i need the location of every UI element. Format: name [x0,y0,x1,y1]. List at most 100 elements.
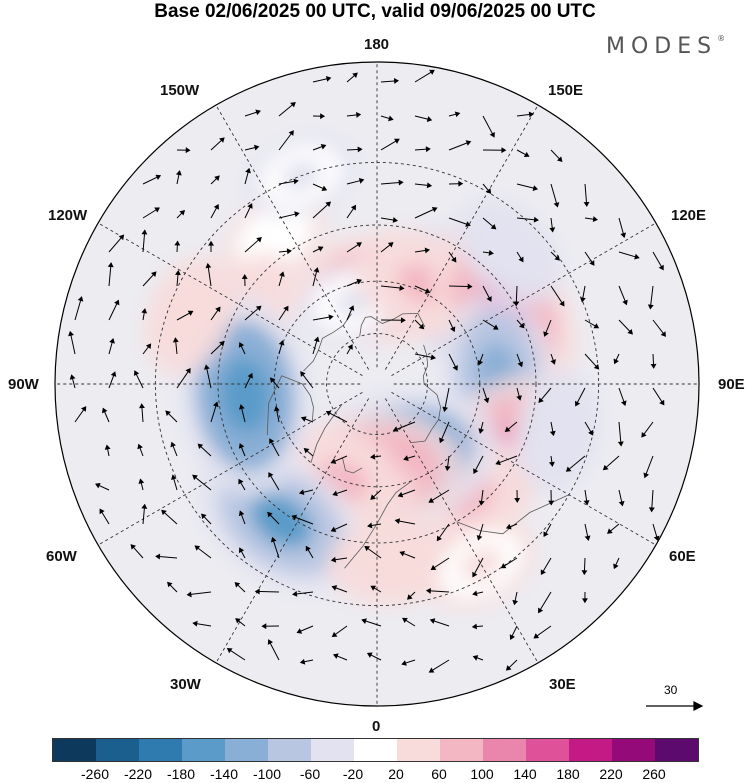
lon-label-120e: 120E [671,207,707,224]
wind-arrow-head [238,443,245,449]
colorbar-cell [96,739,139,761]
wind-arrow-head [247,203,253,209]
wind-arrow-head [170,441,176,448]
wind-arrow-head [394,518,401,525]
coastline-segment [410,344,442,443]
coastline-segment [310,403,343,463]
wind-arrow-head [238,342,245,348]
wind-arrow-head [328,314,334,321]
wind-arrow-head [317,246,324,252]
colorbar-cell [569,739,612,761]
wind-arrow-head [490,224,497,230]
anomaly-core [541,409,575,456]
wind-arrow-head [226,648,233,654]
wind-arrow-head [114,299,120,306]
anomaly-core [172,293,207,339]
wind-arrow-head [553,202,560,208]
wind-arrow-head [348,305,355,311]
wind-arrow-head [477,360,484,366]
wind-arrow-head [647,304,654,310]
wind-arrow-head [398,179,404,186]
wind-arrow-head [358,177,365,184]
lon-label-150e: 150E [548,82,584,99]
wind-arrow-head [548,500,555,506]
wind-arrow-head [650,363,657,369]
wind-arrow-shaft [538,591,552,613]
wind-arrow-head [588,429,594,436]
wind-arrow-head [593,364,600,370]
wind-arrow-head [467,283,473,290]
brand-mark: ® [717,34,726,43]
wind-arrow-head [554,255,560,261]
colorbar-tick-label: 220 [599,766,623,782]
wind-arrow-head [356,242,362,248]
wind-arrow-head [205,262,212,269]
wind-arrow-head [261,623,267,630]
wind-arrow-head [634,253,640,260]
wind-arrow-head [472,571,478,578]
anomaly-core [255,220,294,255]
wind-arrow-head [565,466,572,472]
wind-arrow-shaft [566,455,586,472]
wind-arrow-head [559,300,565,307]
meridian-line [97,391,363,546]
wind-arrow-head [549,227,556,233]
wind-arrow-head [444,465,451,472]
wind-arrow-head [179,210,185,216]
colorbar-cell [139,739,182,761]
wind-arrow-head [500,563,507,569]
wind-arrow-head [165,410,171,416]
wind-arrow-head [154,207,160,213]
wind-arrow-head [528,111,535,118]
wind-arrow-head [583,500,590,506]
wind-arrow-head [388,115,394,122]
wind-arrow-head [283,305,289,312]
wind-arrow-head [255,109,261,116]
wind-arrow-head [627,329,633,335]
wind-arrow-head [171,474,177,481]
wind-arrow-head [428,667,435,673]
wind-arrow-head [145,343,152,350]
lon-label-0: 0 [372,718,381,735]
wind-arrow-head [187,310,194,316]
wind-arrow-head [213,401,219,408]
colorbar-tick-label: 260 [642,766,666,782]
wind-arrow-head [238,510,245,517]
wind-arrow-head [370,453,376,460]
wind-arrow-head [429,618,436,624]
wind-arrow-head [431,207,438,213]
wind-arrow-head [517,361,524,368]
wind-arrow-head [402,617,408,624]
wind-arrow-shaft [550,183,558,207]
colorbar-cell [354,739,397,761]
wind-arrow-head [442,406,449,413]
wind-arrow-head [201,513,207,520]
lon-label-60w: 60W [46,548,77,565]
wind-arrow-head [418,323,425,330]
wind-arrow-head [347,344,353,350]
colorbar-cell [655,739,698,761]
wind-arrow-head [607,528,613,534]
wind-arrow-head [439,437,445,444]
wind-arrow-head [518,256,524,263]
wind-arrow-head [617,441,624,447]
wind-arrow-head [325,201,332,207]
wind-arrow-head [458,180,464,187]
colorbar-cell [311,739,354,761]
wind-arrow-head [401,660,407,666]
wind-arrow-head [286,248,292,255]
wind-arrow-head [394,138,400,144]
wind-arrow-head [658,264,664,271]
meridian-line [215,104,370,370]
wind-arrow-head [424,247,430,254]
wind-arrow-head [356,111,362,118]
wind-arrow-shaft [278,130,294,151]
wind-arrow-head [241,274,248,280]
wind-arrow-head [370,585,377,591]
lon-label-60e: 60E [669,548,696,565]
anomaly-core [489,231,530,272]
meridian-line [391,391,657,546]
wind-arrow-head [141,308,148,314]
wind-arrow-head [472,655,479,661]
wind-arrow-head [366,652,373,658]
